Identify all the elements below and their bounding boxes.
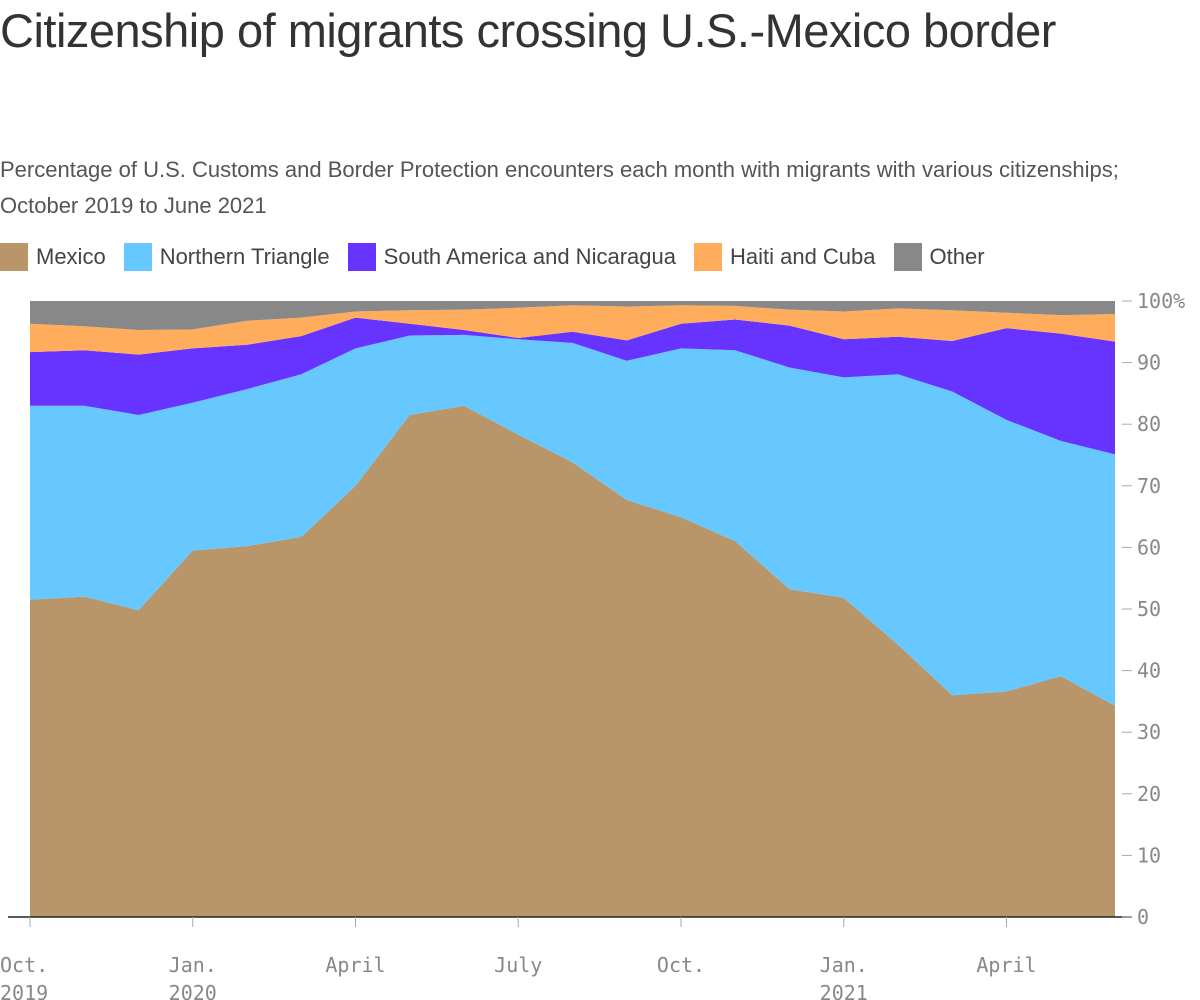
y-tick-label: 70 xyxy=(1137,474,1161,498)
x-tick-label-year: 2019 xyxy=(0,981,48,1000)
area-mexico xyxy=(30,405,1115,917)
legend-swatch-other xyxy=(893,243,922,271)
legend-label-northern-triangle: Northern Triangle xyxy=(159,244,330,269)
legend-swatch-south-america-nicaragua xyxy=(347,243,376,271)
area-other xyxy=(30,301,1115,330)
area-haiti-and-cuba xyxy=(30,305,1115,355)
legend-item-other: Other xyxy=(893,243,985,271)
y-tick-label: 60 xyxy=(1137,535,1161,559)
legend-item-south-america-nicaragua: South America and Nicaragua xyxy=(347,243,676,271)
y-tick-label: 0 xyxy=(1137,905,1149,929)
legend: Mexico Northern Triangle South America a… xyxy=(0,240,1003,274)
x-tick-label: April xyxy=(976,953,1036,977)
area-northern-triangle xyxy=(30,334,1115,706)
area-layers xyxy=(30,301,1115,917)
x-tick-label: April xyxy=(325,953,385,977)
legend-swatch-haiti-cuba xyxy=(693,243,722,271)
x-tick-label: Jan. xyxy=(820,953,868,977)
legend-swatch-northern-triangle xyxy=(123,243,152,271)
stacked-area-chart: 0 10 20 30 40 50 60 70 80 90 100% Oct. 2019 Jan. 2020 A… xyxy=(0,289,1185,1000)
legend-swatch-mexico xyxy=(0,243,28,271)
legend-label-other: Other xyxy=(929,244,985,269)
y-tick-label: 50 xyxy=(1137,597,1161,621)
chart-subtitle: Percentage of U.S. Customs and Border Pr… xyxy=(0,157,1119,218)
x-tick-label: Oct. xyxy=(657,953,705,977)
x-tick-label: July xyxy=(494,953,542,977)
legend-label-south-america-nicaragua: South America and Nicaragua xyxy=(383,244,676,269)
legend-label-mexico: Mexico xyxy=(36,244,106,269)
legend-label-haiti-cuba: Haiti and Cuba xyxy=(729,244,876,269)
y-tick-label: 10 xyxy=(1137,843,1161,867)
x-tick-label: Oct. xyxy=(0,953,48,977)
y-tick-label: 100% xyxy=(1137,289,1185,313)
legend-item-haiti-cuba: Haiti and Cuba xyxy=(693,243,876,271)
legend-item-northern-triangle: Northern Triangle xyxy=(123,243,330,271)
x-tick-label: Jan. xyxy=(169,953,217,977)
x-tick-label-year: 2020 xyxy=(169,981,217,1000)
chart-title: Citizenship of migrants crossing U.S.-Me… xyxy=(0,4,1056,57)
x-tick-label-year: 2021 xyxy=(820,981,868,1000)
axes: 0 10 20 30 40 50 60 70 80 90 100% Oct. 2019 Jan. 2020 A… xyxy=(0,289,1185,1000)
y-tick-label: 40 xyxy=(1137,659,1161,683)
y-tick-label: 20 xyxy=(1137,782,1161,806)
y-tick-label: 30 xyxy=(1137,720,1161,744)
y-tick-label: 80 xyxy=(1137,412,1161,436)
y-tick-label: 90 xyxy=(1137,351,1161,375)
area-south-america-and-nicaragua xyxy=(30,317,1115,455)
legend-item-mexico: Mexico xyxy=(0,243,106,271)
